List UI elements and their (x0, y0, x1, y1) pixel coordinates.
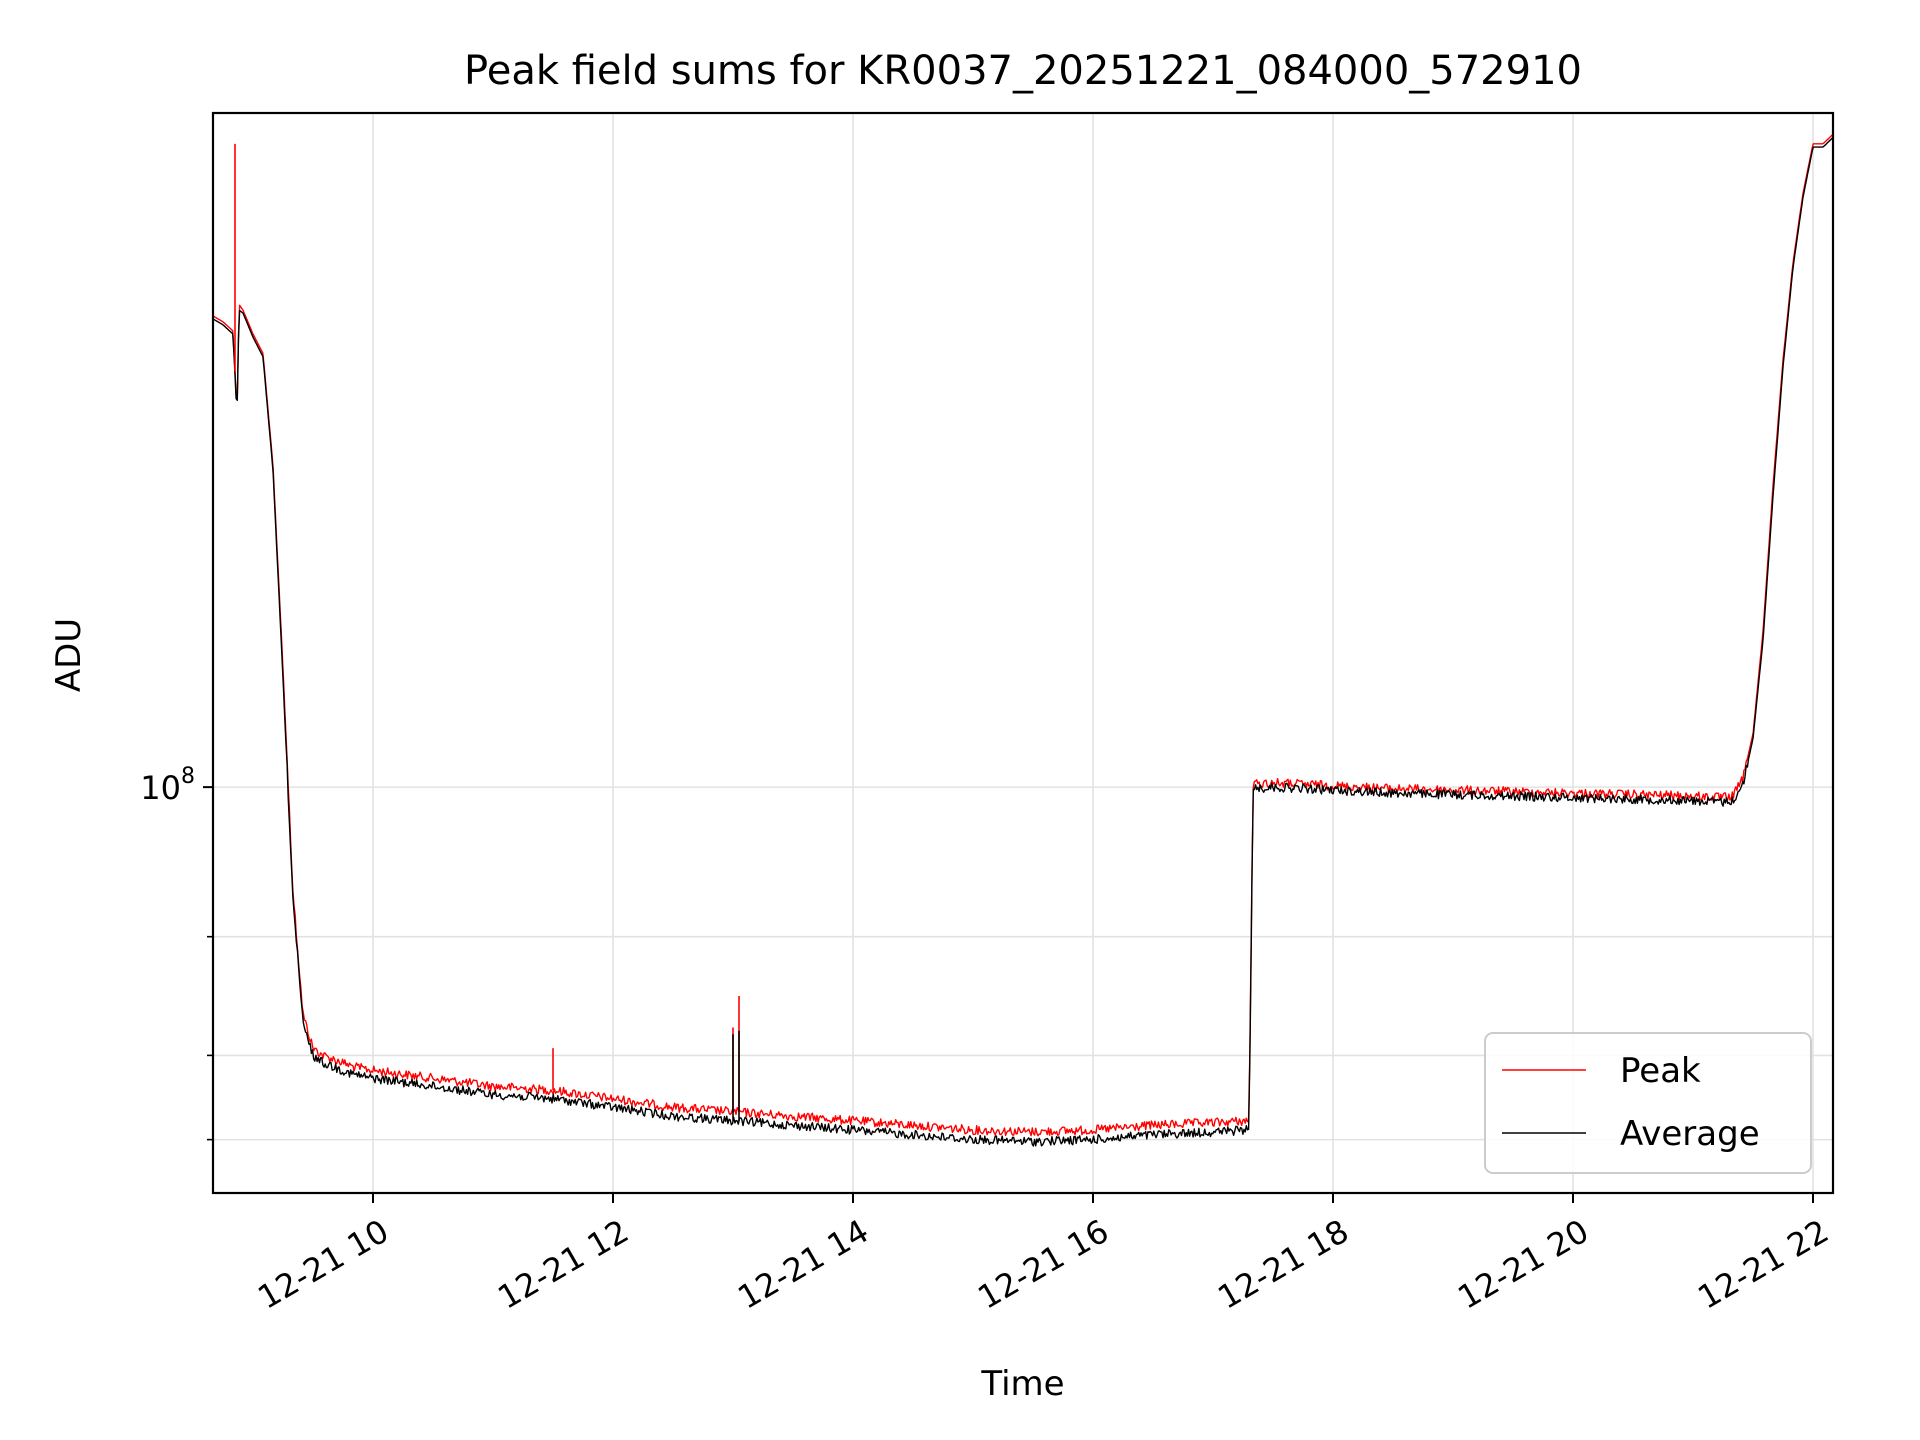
y-tick-label-exponent: 8 (181, 764, 195, 789)
y-axis-label: ADU (49, 618, 89, 692)
series-line-average (212, 136, 1834, 1147)
series-layer (212, 133, 1834, 1147)
legend-box (1484, 1032, 1812, 1174)
plot-frame (211, 111, 1835, 1195)
legend: Peak Average (1484, 1032, 1812, 1174)
y-tick-label: 108 (140, 764, 195, 807)
spike-layer (234, 143, 740, 1122)
legend-label-peak: Peak (1620, 1051, 1701, 1091)
series-line-peak (212, 133, 1834, 1137)
legend-label-average: Average (1620, 1114, 1760, 1154)
y-tick-label-base: 10 (140, 769, 181, 807)
x-axis-label: Time (980, 1364, 1064, 1404)
chart-title: Peak field sums for KR0037_20251221_0840… (464, 48, 1582, 94)
